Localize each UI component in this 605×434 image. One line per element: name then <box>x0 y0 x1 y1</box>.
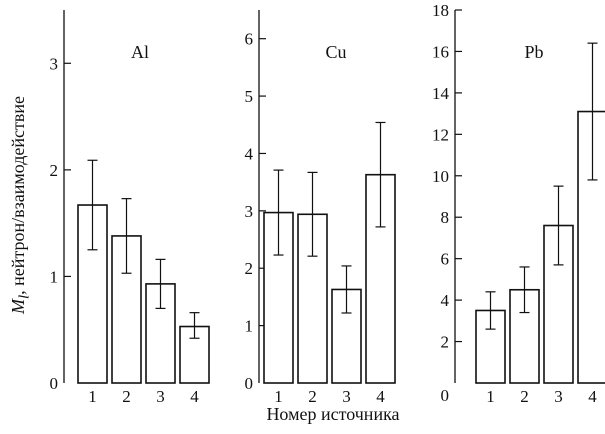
y-tick-label-cu: 0 <box>245 374 254 393</box>
y-tick-label-cu: 1 <box>245 317 254 336</box>
panel-title-cu: Cu <box>325 42 346 62</box>
y-tick-label-pb: 16 <box>432 42 449 61</box>
bar-pb <box>577 110 605 384</box>
panel-title-al: Al <box>131 42 149 62</box>
y-axis-label-text: , нейтрон/взаимодействие <box>8 96 28 295</box>
y-tick-label-pb: 4 <box>441 291 450 310</box>
y-tick-label-al: 2 <box>50 161 59 180</box>
x-tick-label-cu: 4 <box>376 387 385 406</box>
y-tick-label-pb: 18 <box>432 1 449 20</box>
y-tick-label-pb: 8 <box>441 208 450 227</box>
bar-cu <box>263 211 294 384</box>
bar-al <box>145 283 176 384</box>
x-tick-label-pb: 4 <box>588 387 597 406</box>
y-tick-label-al: 1 <box>50 267 59 286</box>
y-tick-label-pb: 14 <box>432 84 450 103</box>
y-tick-label-cu: 6 <box>245 30 254 49</box>
x-tick-label-pb: 2 <box>520 387 529 406</box>
x-tick-label-cu: 3 <box>342 387 351 406</box>
y-tick-label-cu: 5 <box>245 87 254 106</box>
panel-title-pb: Pb <box>524 42 543 62</box>
x-tick-label-pb: 3 <box>554 387 563 406</box>
y-tick-label-al: 0 <box>50 374 59 393</box>
y-tick-label-cu: 4 <box>245 144 254 163</box>
x-tick-label-pb: 1 <box>486 387 495 406</box>
y-axis-label-symbol: M <box>8 299 28 315</box>
y-tick-label-pb: 10 <box>432 167 449 186</box>
x-tick-label-cu: 2 <box>308 387 317 406</box>
y-tick-label-cu: 2 <box>245 259 254 278</box>
x-tick-label-cu: 1 <box>274 387 283 406</box>
x-tick-label-al: 1 <box>88 387 97 406</box>
y-tick-label-al: 3 <box>50 54 59 73</box>
y-axis-label-subscript: l <box>16 294 33 300</box>
y-tick-label-pb: 0 <box>441 386 450 405</box>
y-tick-label-pb: 12 <box>432 125 449 144</box>
y-tick-label-pb: 2 <box>441 333 450 352</box>
x-tick-label-al: 4 <box>190 387 199 406</box>
x-tick-label-al: 3 <box>156 387 165 406</box>
y-axis-label: Ml, нейтрон/взаимодействие <box>8 40 34 370</box>
y-tick-label-pb: 6 <box>441 250 450 269</box>
x-tick-label-al: 2 <box>122 387 131 406</box>
y-tick-label-cu: 3 <box>245 202 254 221</box>
x-axis-label: Номер источника <box>266 404 400 424</box>
